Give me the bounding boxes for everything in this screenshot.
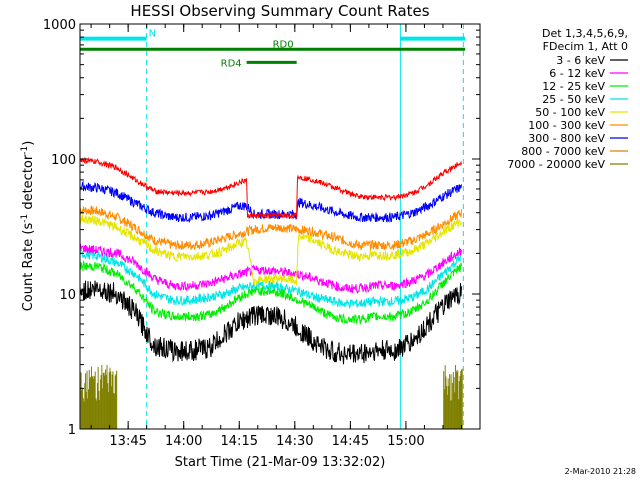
legend-header-0: Det 1,3,4,5,6,9,	[542, 27, 628, 40]
plot-frame	[79, 23, 481, 430]
x-tick-label-3: 14:30	[276, 434, 313, 449]
y-axis-label-sup2: -1	[20, 146, 30, 155]
y-tick-label-3: 1000	[43, 18, 76, 33]
legend-entry-label-6: 300 - 800 keV	[528, 132, 605, 145]
axes: 13:45 14:00 14:15 14:30 14:45 15:00 1 10 100 1000	[43, 18, 480, 449]
series-line-1	[79, 243, 462, 295]
y-tick-label-1: 10	[59, 288, 76, 303]
legend-header-1: FDecim 1, Att 0	[543, 40, 628, 53]
x-tick-label-0: 13:45	[109, 434, 146, 449]
x-tick-label-5: 15:00	[387, 434, 424, 449]
series-line-2	[79, 259, 462, 325]
legend-entry-label-5: 100 - 300 keV	[528, 119, 605, 132]
x-tick-label-2: 14:15	[221, 434, 258, 449]
x-tick-label-4: 14:45	[332, 434, 369, 449]
y-tick-label-2: 100	[51, 153, 76, 168]
status-bar-label-3: RD4	[221, 58, 242, 69]
legend-entry-label-7: 800 - 7000 keV	[521, 145, 605, 158]
series-line-red	[79, 156, 462, 220]
series-line-5	[79, 205, 462, 252]
legend-entry-label-3: 25 - 50 keV	[542, 93, 605, 106]
series-line-3	[79, 248, 462, 310]
series-line-6	[79, 180, 462, 223]
x-axis-label: Start Time (21-Mar-09 13:32:02)	[175, 455, 386, 470]
plot-area: N RD0 RD4	[79, 24, 466, 429]
x-tick-label-1: 14:00	[165, 434, 202, 449]
y-tick-label-0: 1	[68, 423, 76, 438]
y-axis-label-mid: detector	[21, 154, 36, 214]
legend-entry-label-1: 6 - 12 keV	[549, 67, 605, 80]
series-line-0	[79, 280, 462, 365]
legend: Det 1,3,4,5,6,9,FDecim 1, Att 03 - 6 keV…	[507, 27, 628, 171]
series-line-4	[79, 214, 462, 287]
status-bar-label-0: N	[149, 29, 156, 40]
y-axis-label: Count Rate (s-1 detector-1)	[20, 141, 36, 312]
y-axis-label-sup1: -1	[20, 214, 30, 223]
y-axis-label-end: )	[21, 141, 36, 146]
chart-title: HESSI Observing Summary Count Rates	[130, 2, 429, 20]
legend-entry-label-8: 7000 - 20000 keV	[507, 158, 605, 171]
legend-entry-label-4: 50 - 100 keV	[535, 106, 605, 119]
legend-entry-label-2: 12 - 25 keV	[542, 80, 605, 93]
y-axis-label-main: Count Rate (s	[21, 223, 36, 312]
footer-timestamp: 2-Mar-2010 21:28	[565, 467, 636, 476]
legend-entry-label-0: 3 - 6 keV	[556, 54, 605, 67]
status-bar-label-2: RD0	[273, 39, 294, 50]
